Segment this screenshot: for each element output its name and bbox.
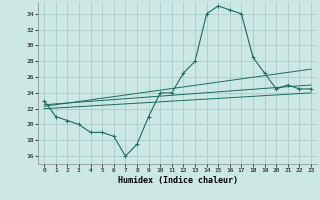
X-axis label: Humidex (Indice chaleur): Humidex (Indice chaleur) bbox=[118, 176, 238, 185]
